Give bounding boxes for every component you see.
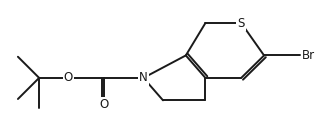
Text: N: N xyxy=(139,71,148,84)
Text: O: O xyxy=(100,98,109,111)
Text: Br: Br xyxy=(302,49,315,62)
Text: O: O xyxy=(64,71,73,84)
Text: S: S xyxy=(238,17,245,30)
